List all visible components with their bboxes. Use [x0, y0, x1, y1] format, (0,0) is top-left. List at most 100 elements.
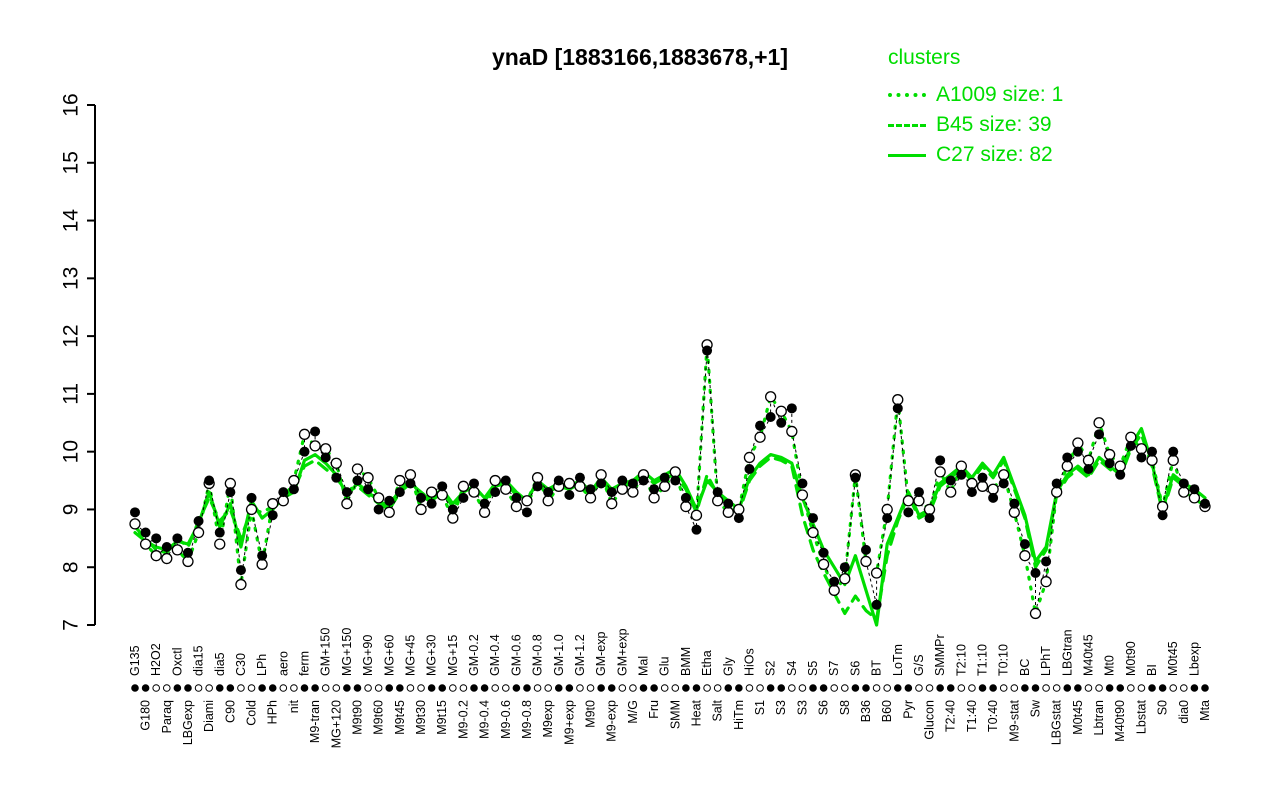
- filled-point: [511, 492, 522, 503]
- open-point: [383, 506, 395, 518]
- filled-point: [405, 478, 416, 489]
- x-tick-label: Sw: [1028, 699, 1042, 717]
- strip-marker: [173, 684, 182, 692]
- x-tick-label: G/S: [912, 654, 926, 676]
- filled-point: [469, 478, 480, 489]
- strip-marker: [406, 684, 415, 692]
- filled-point: [172, 533, 183, 544]
- open-point: [510, 500, 523, 513]
- open-point: [584, 492, 597, 504]
- open-point: [394, 474, 406, 487]
- filled-point: [426, 498, 437, 509]
- open-point: [860, 555, 872, 568]
- strip-marker: [332, 684, 341, 692]
- strip-marker: [343, 684, 351, 692]
- x-tick-label: SMM: [668, 700, 682, 729]
- strip-marker: [396, 684, 404, 692]
- x-tick-label: B36: [859, 700, 873, 722]
- x-tick-label: M9t0: [584, 700, 598, 728]
- open-point: [902, 495, 915, 507]
- open-point: [828, 584, 840, 596]
- filled-point: [1147, 446, 1158, 457]
- open-point: [1072, 437, 1084, 449]
- x-tick-label: MG+120: [329, 700, 343, 748]
- filled-point: [500, 475, 511, 486]
- filled-point: [998, 478, 1009, 489]
- x-tick-label: Mal: [637, 656, 651, 676]
- strip-marker: [830, 684, 839, 692]
- strip-marker: [1010, 684, 1019, 692]
- x-tick-label: GM-0.2: [467, 634, 481, 676]
- x-tick-label: nit: [287, 699, 301, 713]
- open-point: [330, 457, 342, 469]
- strip-marker: [851, 684, 860, 692]
- x-tick-label: M40t45: [1081, 634, 1095, 676]
- open-point: [786, 425, 798, 438]
- filled-point: [638, 475, 649, 486]
- y-tick-label: 13: [60, 267, 83, 290]
- strip-marker: [745, 684, 754, 692]
- open-point: [214, 538, 226, 550]
- x-tick-label: MG+45: [403, 635, 417, 676]
- filled-point: [1030, 568, 1041, 578]
- filled-point: [479, 498, 490, 509]
- strip-marker: [258, 684, 266, 692]
- x-tick-label: GM-1.0: [552, 634, 566, 676]
- x-tick-label: M9t15: [435, 700, 449, 735]
- open-point: [521, 495, 533, 507]
- legend-label: B45 size: 39: [936, 113, 1052, 136]
- open-point: [987, 483, 999, 495]
- filled-point: [882, 513, 893, 524]
- dotted-line-icon: [888, 93, 926, 97]
- x-tick-label: Salt: [711, 699, 725, 721]
- open-point: [1008, 506, 1020, 518]
- x-tick-label: Lbexp: [1187, 642, 1201, 676]
- strip-marker: [480, 684, 489, 692]
- y-tick-label: 10: [60, 440, 83, 463]
- filled-point: [903, 507, 914, 518]
- strip-marker: [692, 684, 701, 692]
- strip-marker: [607, 684, 616, 692]
- x-tick-label: M9-0.4: [478, 700, 492, 739]
- filled-point: [723, 498, 734, 509]
- open-point: [945, 486, 957, 498]
- filled-point: [204, 475, 215, 486]
- filled-point: [1094, 429, 1105, 440]
- strip-marker: [586, 684, 595, 692]
- strip-marker: [1074, 684, 1082, 692]
- open-point: [934, 466, 946, 478]
- x-tick-label: M9-tran: [308, 700, 322, 743]
- filled-point: [341, 487, 352, 498]
- open-point: [415, 503, 427, 516]
- filled-point: [1062, 452, 1073, 463]
- x-tick-label: T0:40: [986, 700, 1000, 732]
- strip-marker: [766, 684, 775, 692]
- open-point: [616, 483, 628, 495]
- legend-label: A1009 size: 1: [936, 83, 1064, 106]
- filled-point: [543, 487, 554, 498]
- filled-point: [1051, 478, 1062, 489]
- y-tick-label: 15: [60, 151, 83, 174]
- filled-point: [680, 492, 691, 503]
- filled-point: [1019, 539, 1030, 550]
- x-tick-label: aero: [276, 651, 290, 676]
- strip-marker: [1158, 684, 1167, 692]
- x-tick-label: LPhT: [1039, 646, 1053, 676]
- open-point: [1029, 607, 1042, 620]
- x-tick-label: GM-0.8: [531, 634, 545, 676]
- filled-point: [151, 533, 162, 544]
- strip-marker: [1105, 684, 1114, 692]
- x-tick-label: MG+60: [382, 635, 396, 676]
- filled-point: [744, 464, 755, 474]
- open-point: [775, 405, 787, 417]
- strip-marker: [300, 684, 309, 692]
- open-point: [245, 503, 258, 516]
- x-tick-label: M9-0.6: [499, 700, 513, 739]
- x-tick-label: Glucon: [923, 700, 937, 740]
- open-point: [976, 480, 989, 492]
- open-point: [288, 474, 300, 487]
- x-tick-label: G180: [139, 700, 153, 731]
- strip-marker: [417, 684, 425, 692]
- x-tick-label: M0t45: [1071, 700, 1085, 735]
